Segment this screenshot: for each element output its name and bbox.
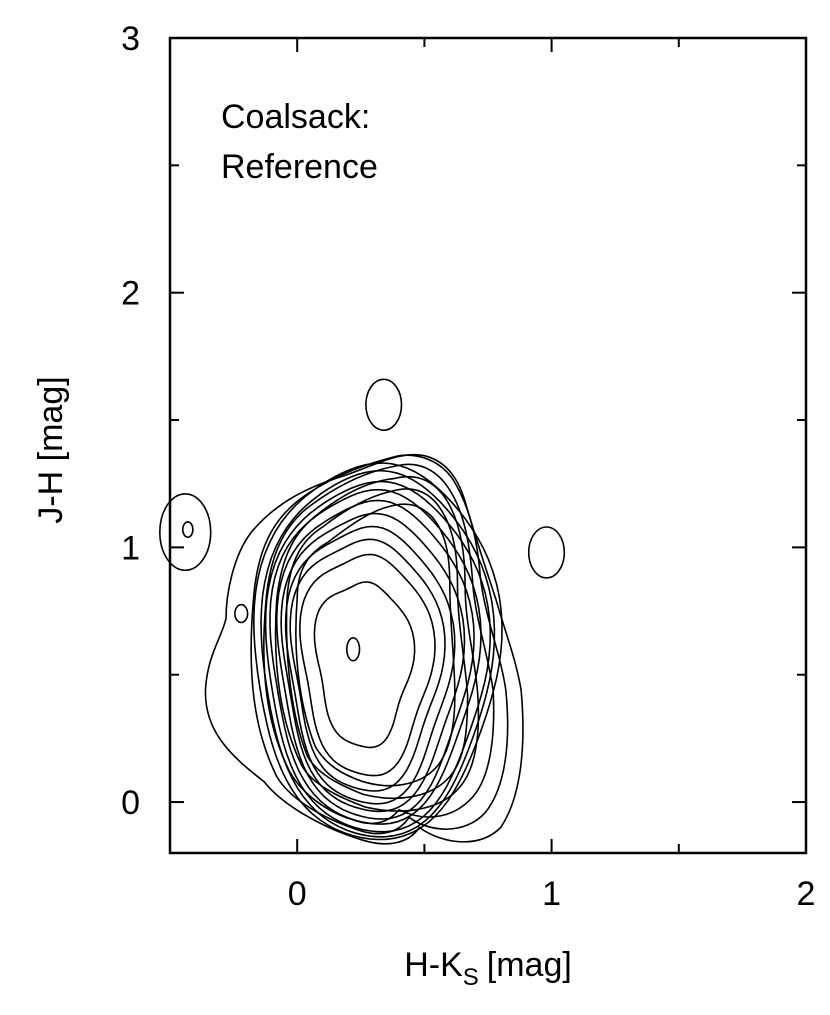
contour-island xyxy=(346,636,361,662)
axis-ticks xyxy=(169,37,807,853)
contour-lines xyxy=(159,378,566,845)
x-axis-label: H-KS [mag] xyxy=(404,946,572,991)
x-tick-label: 1 xyxy=(542,875,561,913)
annotation-line-1: Coalsack: xyxy=(221,98,370,136)
contour-level xyxy=(284,525,456,805)
y-tick-label: 0 xyxy=(121,784,140,822)
plot-frame xyxy=(168,36,808,855)
contour-level-outer xyxy=(295,503,456,787)
contour-island xyxy=(527,526,566,579)
contour-level-outer xyxy=(204,453,524,845)
contour-level xyxy=(264,480,492,833)
y-tick-label: 1 xyxy=(121,529,140,567)
contour-island xyxy=(365,378,403,432)
x-axis-label-unit: [mag] xyxy=(487,946,572,984)
y-axis-label: J-H [mag] xyxy=(32,376,70,523)
x-axis-label-main: H-K xyxy=(404,946,463,984)
y-tick-label: 3 xyxy=(121,20,140,58)
x-tick-label: 2 xyxy=(797,875,816,913)
contour-level xyxy=(275,499,475,820)
contour-island xyxy=(181,521,194,538)
contour-island xyxy=(234,603,249,624)
contour-level-outer xyxy=(274,475,480,812)
contour-level xyxy=(252,462,503,841)
contour-level-outer xyxy=(250,454,509,835)
x-axis-label-subscript: S xyxy=(463,964,479,991)
contour-island xyxy=(159,493,212,572)
contour-level-outer xyxy=(263,463,495,825)
contour-level xyxy=(289,538,446,792)
contour-level xyxy=(280,512,466,813)
contour-level xyxy=(313,581,416,749)
x-tick-label: 0 xyxy=(288,875,307,913)
y-tick-label: 2 xyxy=(121,275,140,313)
axis-tick-labels: 0 1 2 0 1 2 3 xyxy=(121,20,815,913)
contour-level-outer xyxy=(285,488,469,800)
contour-level xyxy=(299,553,436,777)
annotation-line-2: Reference xyxy=(221,148,378,186)
